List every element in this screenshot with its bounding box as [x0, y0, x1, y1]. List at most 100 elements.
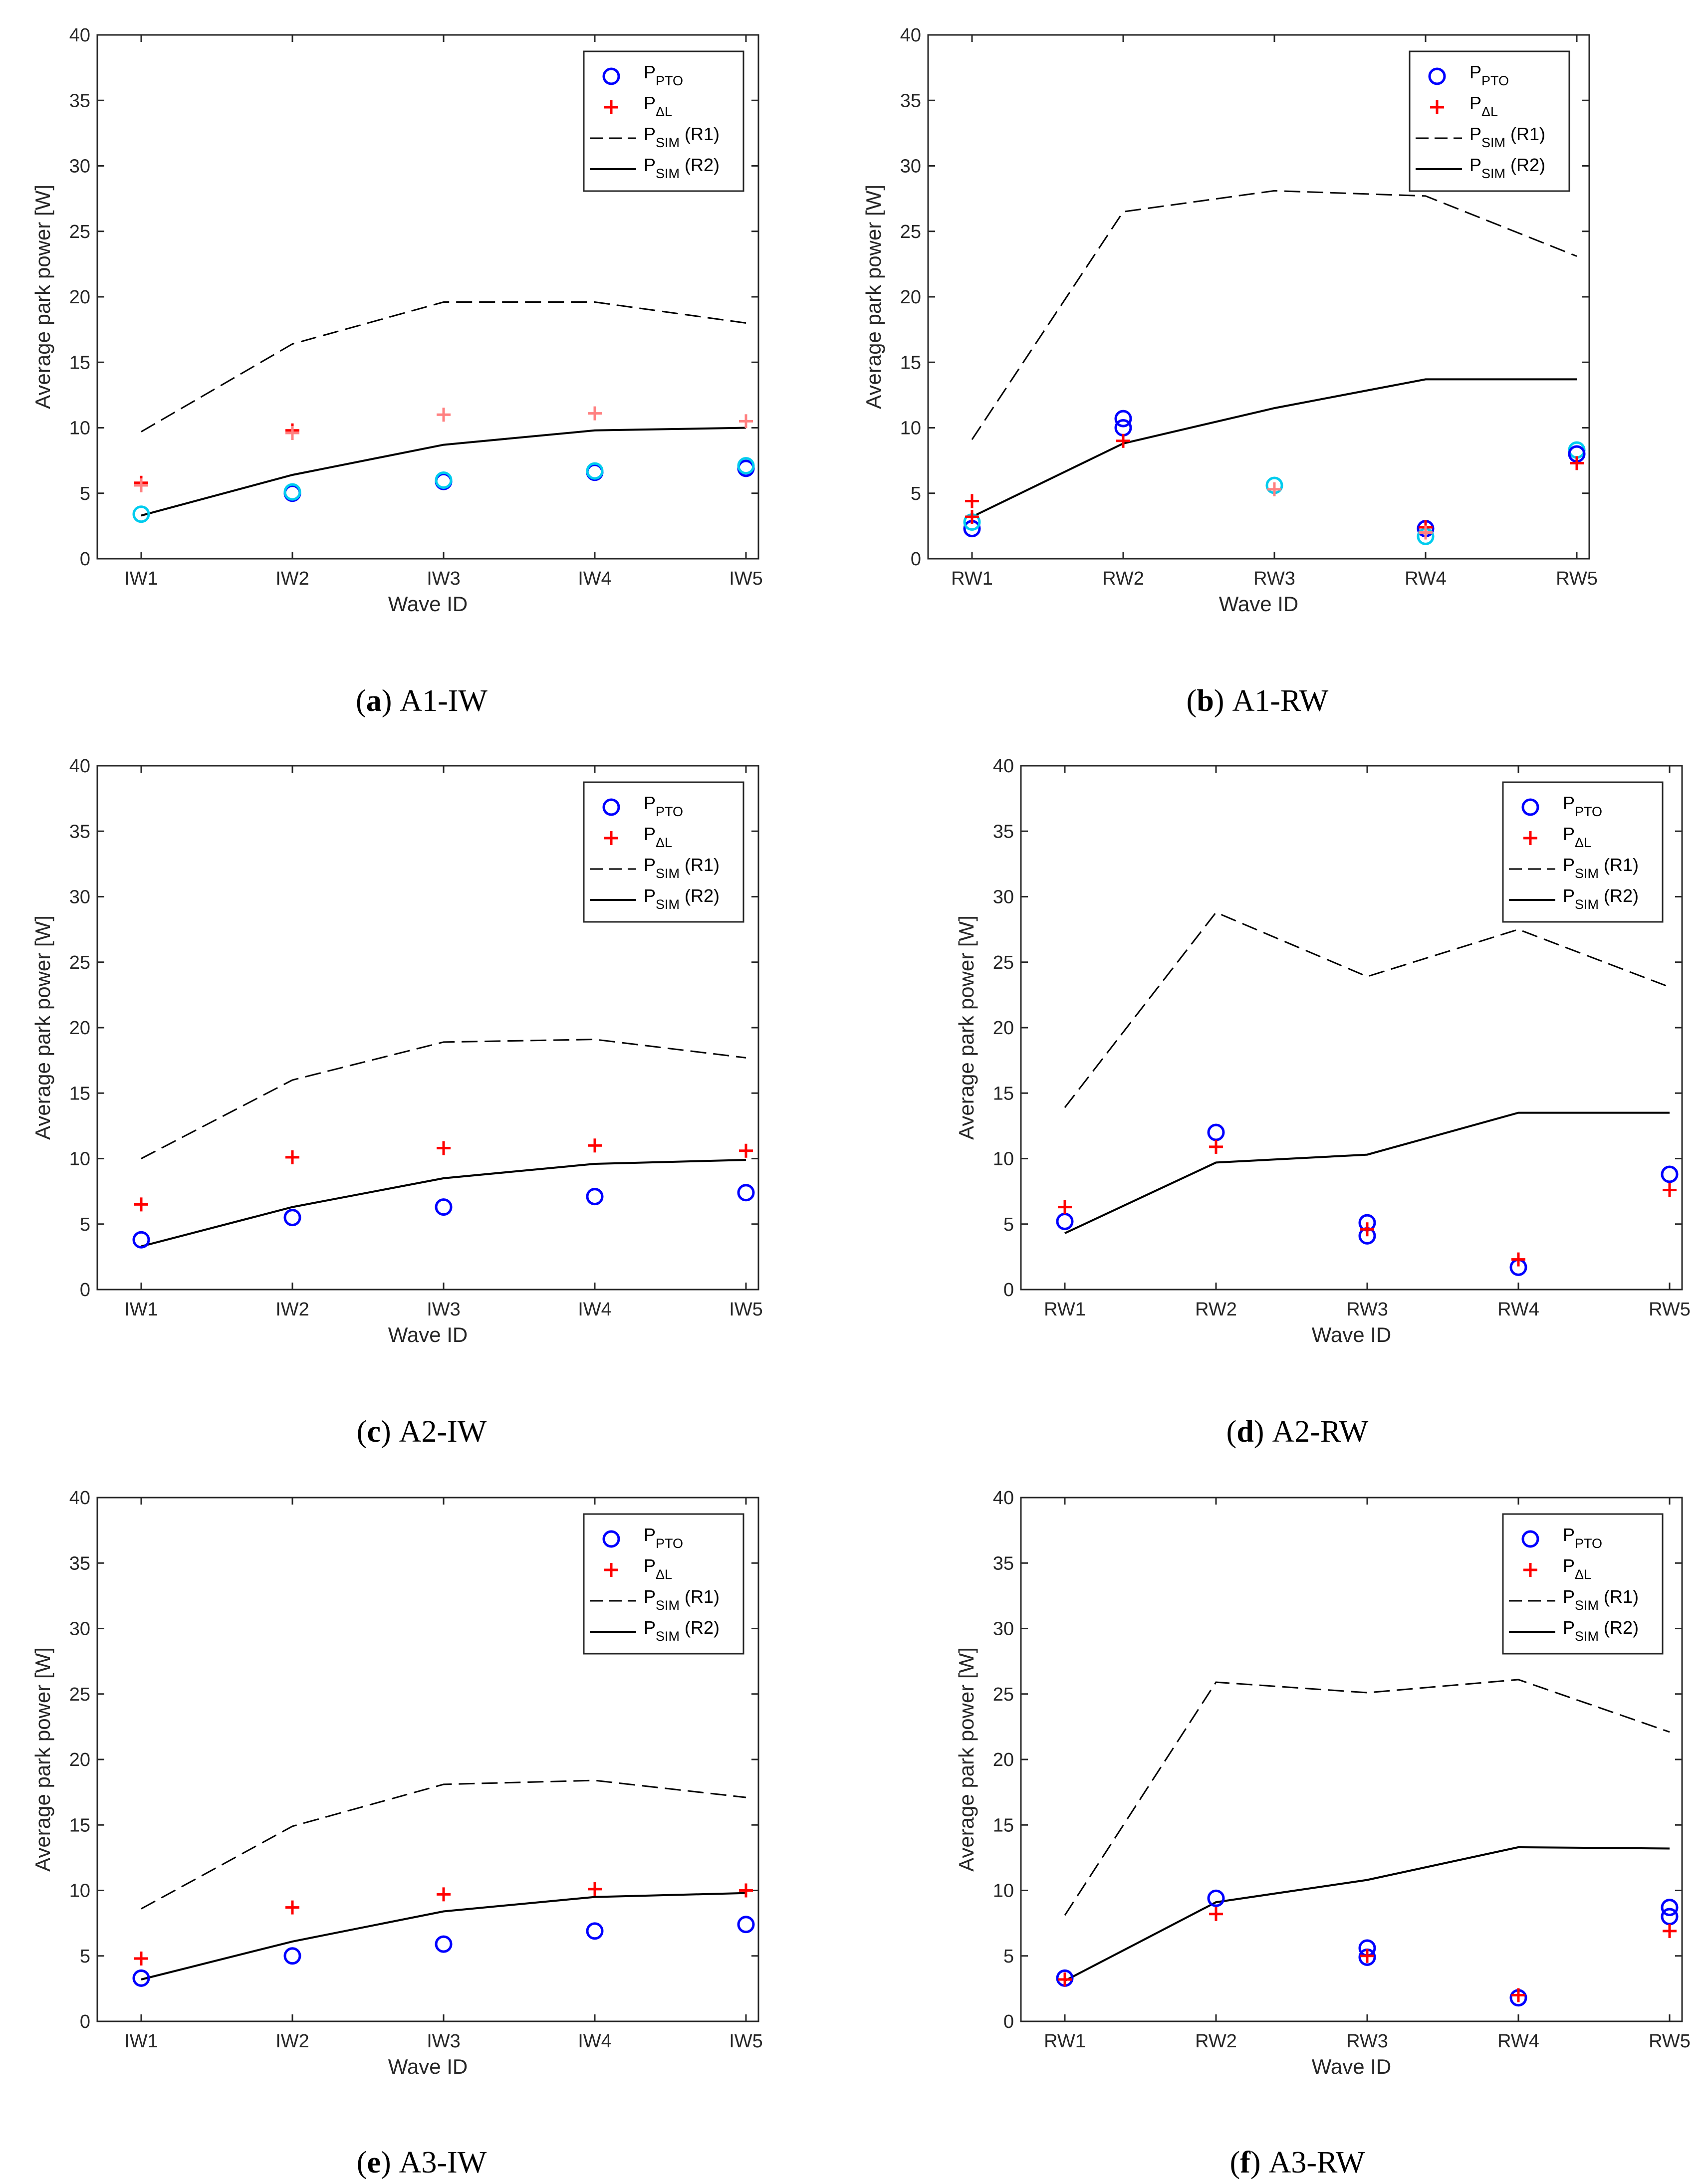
y-tick-label: 25 [69, 221, 90, 242]
x-tick-label: RW5 [1556, 568, 1598, 589]
y-tick-label: 5 [80, 1946, 90, 1967]
legend-subscript: PTO [656, 1536, 683, 1551]
pto-point-marker [132, 505, 150, 523]
legend-main-symbol: P [1469, 155, 1481, 175]
delta-l-point-marker [1116, 434, 1130, 448]
legend-main-symbol: P [1469, 124, 1481, 144]
legend-label-sim-r1: PSIM (R1) [1469, 124, 1545, 150]
caption-letter: f [1240, 2146, 1251, 2180]
delta-l-point-marker [588, 1138, 602, 1153]
x-tick-label: RW1 [951, 568, 993, 589]
x-tick-label: RW5 [1649, 1299, 1691, 1320]
delta-l-point-marker [285, 426, 299, 440]
x-tick-label: IW4 [578, 1299, 612, 1320]
series-line-sim-r2 [141, 427, 746, 517]
delta-l-point-marker [739, 414, 753, 429]
legend-label-sim-r1: PSIM (R1) [644, 124, 720, 150]
pto-point-marker [132, 1231, 150, 1249]
series-line-sim-r1 [1064, 911, 1670, 1108]
caption-text: A3-IW [399, 2146, 487, 2180]
delta-l-point-marker [1419, 525, 1433, 540]
legend-pto-symbol [602, 798, 620, 816]
y-tick-label: 0 [80, 1280, 90, 1301]
legend-main-symbol: P [644, 1555, 656, 1576]
y-tick-label: 15 [69, 1815, 90, 1836]
legend-main-symbol: P [1563, 885, 1575, 906]
y-tick-label: 20 [900, 287, 921, 308]
pto-point-marker [1661, 1899, 1679, 1917]
caption-letter: c [367, 1415, 381, 1449]
x-tick-label: RW1 [1044, 1299, 1086, 1320]
pto-point-marker [435, 1935, 453, 1953]
legend-main-symbol: P [644, 793, 656, 813]
legend-subscript: ΔL [656, 835, 672, 850]
legend-subscript: PTO [656, 804, 683, 819]
legend-subscript: SIM [656, 1598, 680, 1613]
chart-panel-d: 0 5 10 15 20 25 30 35 40 RW1 RW2 RW3 RW4 RW5 Wave ID Av… [955, 756, 1691, 1449]
y-tick-label: 15 [69, 352, 90, 373]
pto-point-marker [586, 462, 604, 480]
x-tick-label: IW3 [427, 1299, 461, 1320]
y-tick-label: 15 [993, 1815, 1014, 1836]
caption-open-paren: ( [1230, 2146, 1240, 2180]
legend-main-symbol: P [1563, 1586, 1575, 1607]
caption-text: A3-RW [1269, 2146, 1365, 2180]
caption-letter: d [1236, 1415, 1253, 1449]
y-tick-label: 35 [993, 821, 1014, 842]
caption-letter: a [366, 684, 382, 718]
legend-label-delta-l: PΔL [644, 93, 672, 119]
caption-close-paren: ) [381, 1415, 391, 1449]
x-tick-label: RW5 [1649, 2031, 1691, 2052]
legend-subscript: ΔL [1575, 1567, 1591, 1582]
delta-l-point-marker [134, 1952, 148, 1966]
legend-delta-l-symbol [604, 100, 618, 114]
delta-l-point-marker [1209, 1907, 1223, 1921]
x-axis-label: Wave ID [388, 1323, 468, 1346]
legend-label-delta-l: PΔL [644, 824, 672, 850]
legend-delta-l-symbol [604, 831, 618, 845]
y-tick-label: 40 [993, 756, 1014, 777]
legend-delta-l-symbol [604, 1563, 618, 1577]
pto-point-marker [586, 1922, 604, 1940]
delta-l-point-marker [588, 1882, 602, 1896]
caption-open-paren: ( [357, 2146, 367, 2180]
y-tick-label: 25 [69, 952, 90, 973]
legend-label-pto: PPTO [644, 62, 683, 88]
y-tick-label: 40 [69, 756, 90, 777]
legend-subscript: SIM [656, 866, 680, 881]
delta-l-point-marker [1511, 1252, 1525, 1267]
series-line-sim-r2 [141, 1892, 746, 1980]
caption-close-paren: ) [381, 2146, 391, 2180]
delta-l-point-marker [1360, 1949, 1374, 1963]
y-tick-label: 10 [69, 1881, 90, 1902]
delta-l-point-marker [437, 1141, 451, 1155]
y-tick-label: 40 [69, 25, 90, 46]
x-tick-label: IW1 [124, 568, 158, 589]
delta-l-point-marker [1058, 1200, 1072, 1214]
delta-l-point-marker [1511, 1988, 1525, 2002]
legend-subscript: ΔL [1575, 835, 1591, 850]
legend-subscript: SIM [1481, 166, 1505, 181]
caption-open-paren: ( [356, 684, 366, 718]
legend-subscript: SIM [1575, 1598, 1599, 1613]
legend-label-delta-l: PΔL [1469, 93, 1498, 119]
x-tick-label: IW3 [427, 568, 461, 589]
legend-label-delta-l: PΔL [1563, 824, 1591, 850]
legend-box [583, 50, 744, 192]
legend-label-sim-r2: PSIM (R2) [644, 885, 720, 912]
pto-point-marker [283, 1947, 301, 1965]
y-tick-label: 20 [69, 1018, 90, 1039]
pto-point-marker [737, 457, 755, 475]
y-tick-label: 40 [69, 1488, 90, 1509]
pto-point-marker [737, 1184, 755, 1202]
legend-main-symbol: P [1563, 1525, 1575, 1545]
delta-l-point-marker [1209, 1139, 1223, 1154]
legend-delta-l-symbol [1523, 831, 1537, 845]
legend-box [1502, 1513, 1664, 1655]
legend-label-sim-r1: PSIM (R1) [644, 855, 720, 881]
caption-close-paren: ) [382, 684, 392, 718]
legend-suffix: (R1) [685, 855, 720, 875]
legend-pto-symbol [1521, 798, 1539, 816]
legend-suffix: (R1) [685, 124, 720, 144]
